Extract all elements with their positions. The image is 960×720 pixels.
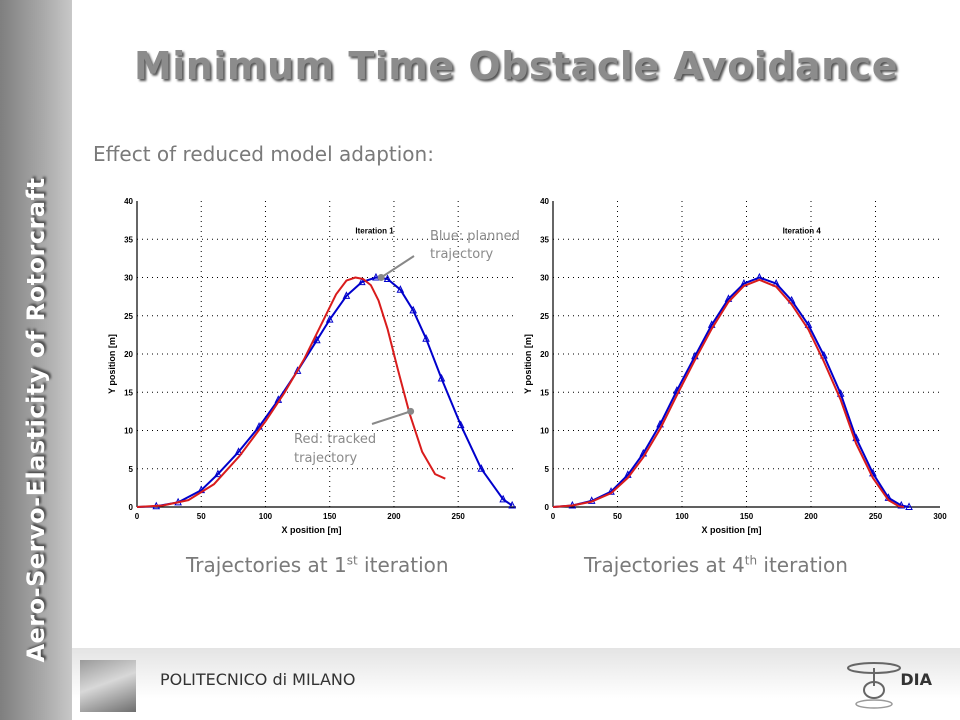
chart2-x-tick-label: 200 [804,512,818,521]
chart1-x-tick-label: 150 [323,512,337,521]
chart2-data-point [836,389,845,397]
caption-right-prefix: Trajectories at 4 [584,553,745,577]
chart1-annotation-red-leader [371,410,411,425]
chart1-y-tick-label: 25 [124,312,133,321]
chart2-y-tick-label: 10 [540,427,549,436]
chart1-annotation-red-dot [407,407,415,415]
chart1-y-axis-label: Y position [m] [107,334,117,394]
chart1-x-tick-label: 0 [135,512,140,521]
footer-department: DIA [900,670,932,689]
caption-left-prefix: Trajectories at 1 [186,553,347,577]
helicopter-logo-icon [847,662,901,709]
chart2-series-red-line [552,278,905,508]
chart2-y-tick-label: 30 [540,274,549,283]
chart2-data-point [905,502,913,510]
chart1-data-point [437,373,446,382]
chart2-data-point [897,500,906,509]
chart1-annotation-red-line2: trajectory [294,451,358,466]
chart2-iteration-title: Iteration 4 [783,227,822,236]
chart1-y-tick-label: 5 [129,465,134,474]
chart2-data-point [804,320,813,328]
chart2-x-tick-label: 50 [613,512,622,521]
chart2-y-tick-label: 0 [545,503,550,512]
chart1-y-tick-label: 10 [124,427,133,436]
chart2-data-point [820,350,828,359]
slide-subtitle: Effect of reduced model adaption: [93,142,434,166]
chart1-data-point [477,464,486,472]
chart1-data-point [342,291,351,299]
chart1-data-point [456,420,465,429]
chart1-data-point [508,500,516,509]
chart2-x-axis-label: X position [m] [702,525,762,535]
chart1-data-point [234,447,243,455]
chart1-annotation-blue-dot [377,274,385,281]
chart1-data-point [499,494,507,503]
chart1-x-tick-label: 100 [259,512,273,521]
chart1-annotation-blue-leader [380,255,415,279]
chart1-data-point [214,469,222,478]
sidebar-band: Aero-Servo-Elasticity of Rotorcraft [0,0,72,720]
chart1-series-blue-line [136,276,513,508]
chart2-x-tick-label: 250 [869,512,883,521]
chart1-data-point [313,335,321,344]
footer-institution: POLITECNICO di MILANO [160,670,356,689]
chart1-annotation-red-line1: Red: tracked [294,432,376,447]
chart1-data-point [372,272,380,281]
chart2-y-tick-label: 15 [540,388,549,397]
chart1-data-point [293,366,302,374]
chart1-x-axis-label: X position [m] [282,525,342,535]
slide-title: Minimum Time Obstacle Avoidance [133,44,899,88]
chart1-data-point [409,305,418,314]
caption-right: Trajectories at 4th iteration [584,553,848,577]
chart1-annotation-blue-line1: Blue: planned [430,229,520,244]
chart2-y-tick-label: 20 [540,350,549,359]
chart2-y-tick-label: 40 [540,197,549,206]
chart1-y-tick-label: 30 [124,274,133,283]
chart1-x-tick-label: 250 [452,512,466,521]
caption-left: Trajectories at 1st iteration [186,553,449,577]
building-photo-icon [80,660,136,712]
chart1-annotation-blue-line2: trajectory [430,247,494,262]
chart2-x-tick-label: 150 [740,512,754,521]
chart1-data-point [358,277,366,286]
caption-left-sup: st [346,553,358,568]
chart1-iteration-title: Iteration 1 [355,227,394,236]
chart1-data-point [422,334,430,342]
chart1-y-tick-label: 20 [124,350,133,359]
chart1-y-tick-label: 0 [129,503,134,512]
caption-right-suffix: iteration [757,553,848,577]
chart2-y-tick-label: 25 [540,312,549,321]
chart2-x-tick-label: 0 [551,512,556,521]
chart1-data-point [396,285,405,293]
chart2-y-tick-label: 5 [545,465,550,474]
chart1-y-tick-label: 35 [124,235,133,244]
chart2-series-blue-line [552,276,910,508]
chart2-x-tick-label: 100 [675,512,689,521]
chart1-x-tick-label: 50 [197,512,206,521]
chart1-x-tick-label: 200 [387,512,401,521]
chart1-y-tick-label: 15 [124,388,133,397]
chart1-data-point [383,274,392,283]
chart2-y-tick-label: 35 [540,235,549,244]
chart2-x-tick-label: 300 [933,512,947,521]
chart1-series-red-line [136,276,446,508]
chart1-y-tick-label: 40 [124,197,133,206]
chart2-y-axis-label: Y position [m] [523,334,533,394]
footer-bar: POLITECNICO di MILANO DIA [72,648,960,720]
caption-left-suffix: iteration [357,553,449,577]
caption-right-sup: th [744,553,758,568]
chart1-data-point [325,314,334,323]
